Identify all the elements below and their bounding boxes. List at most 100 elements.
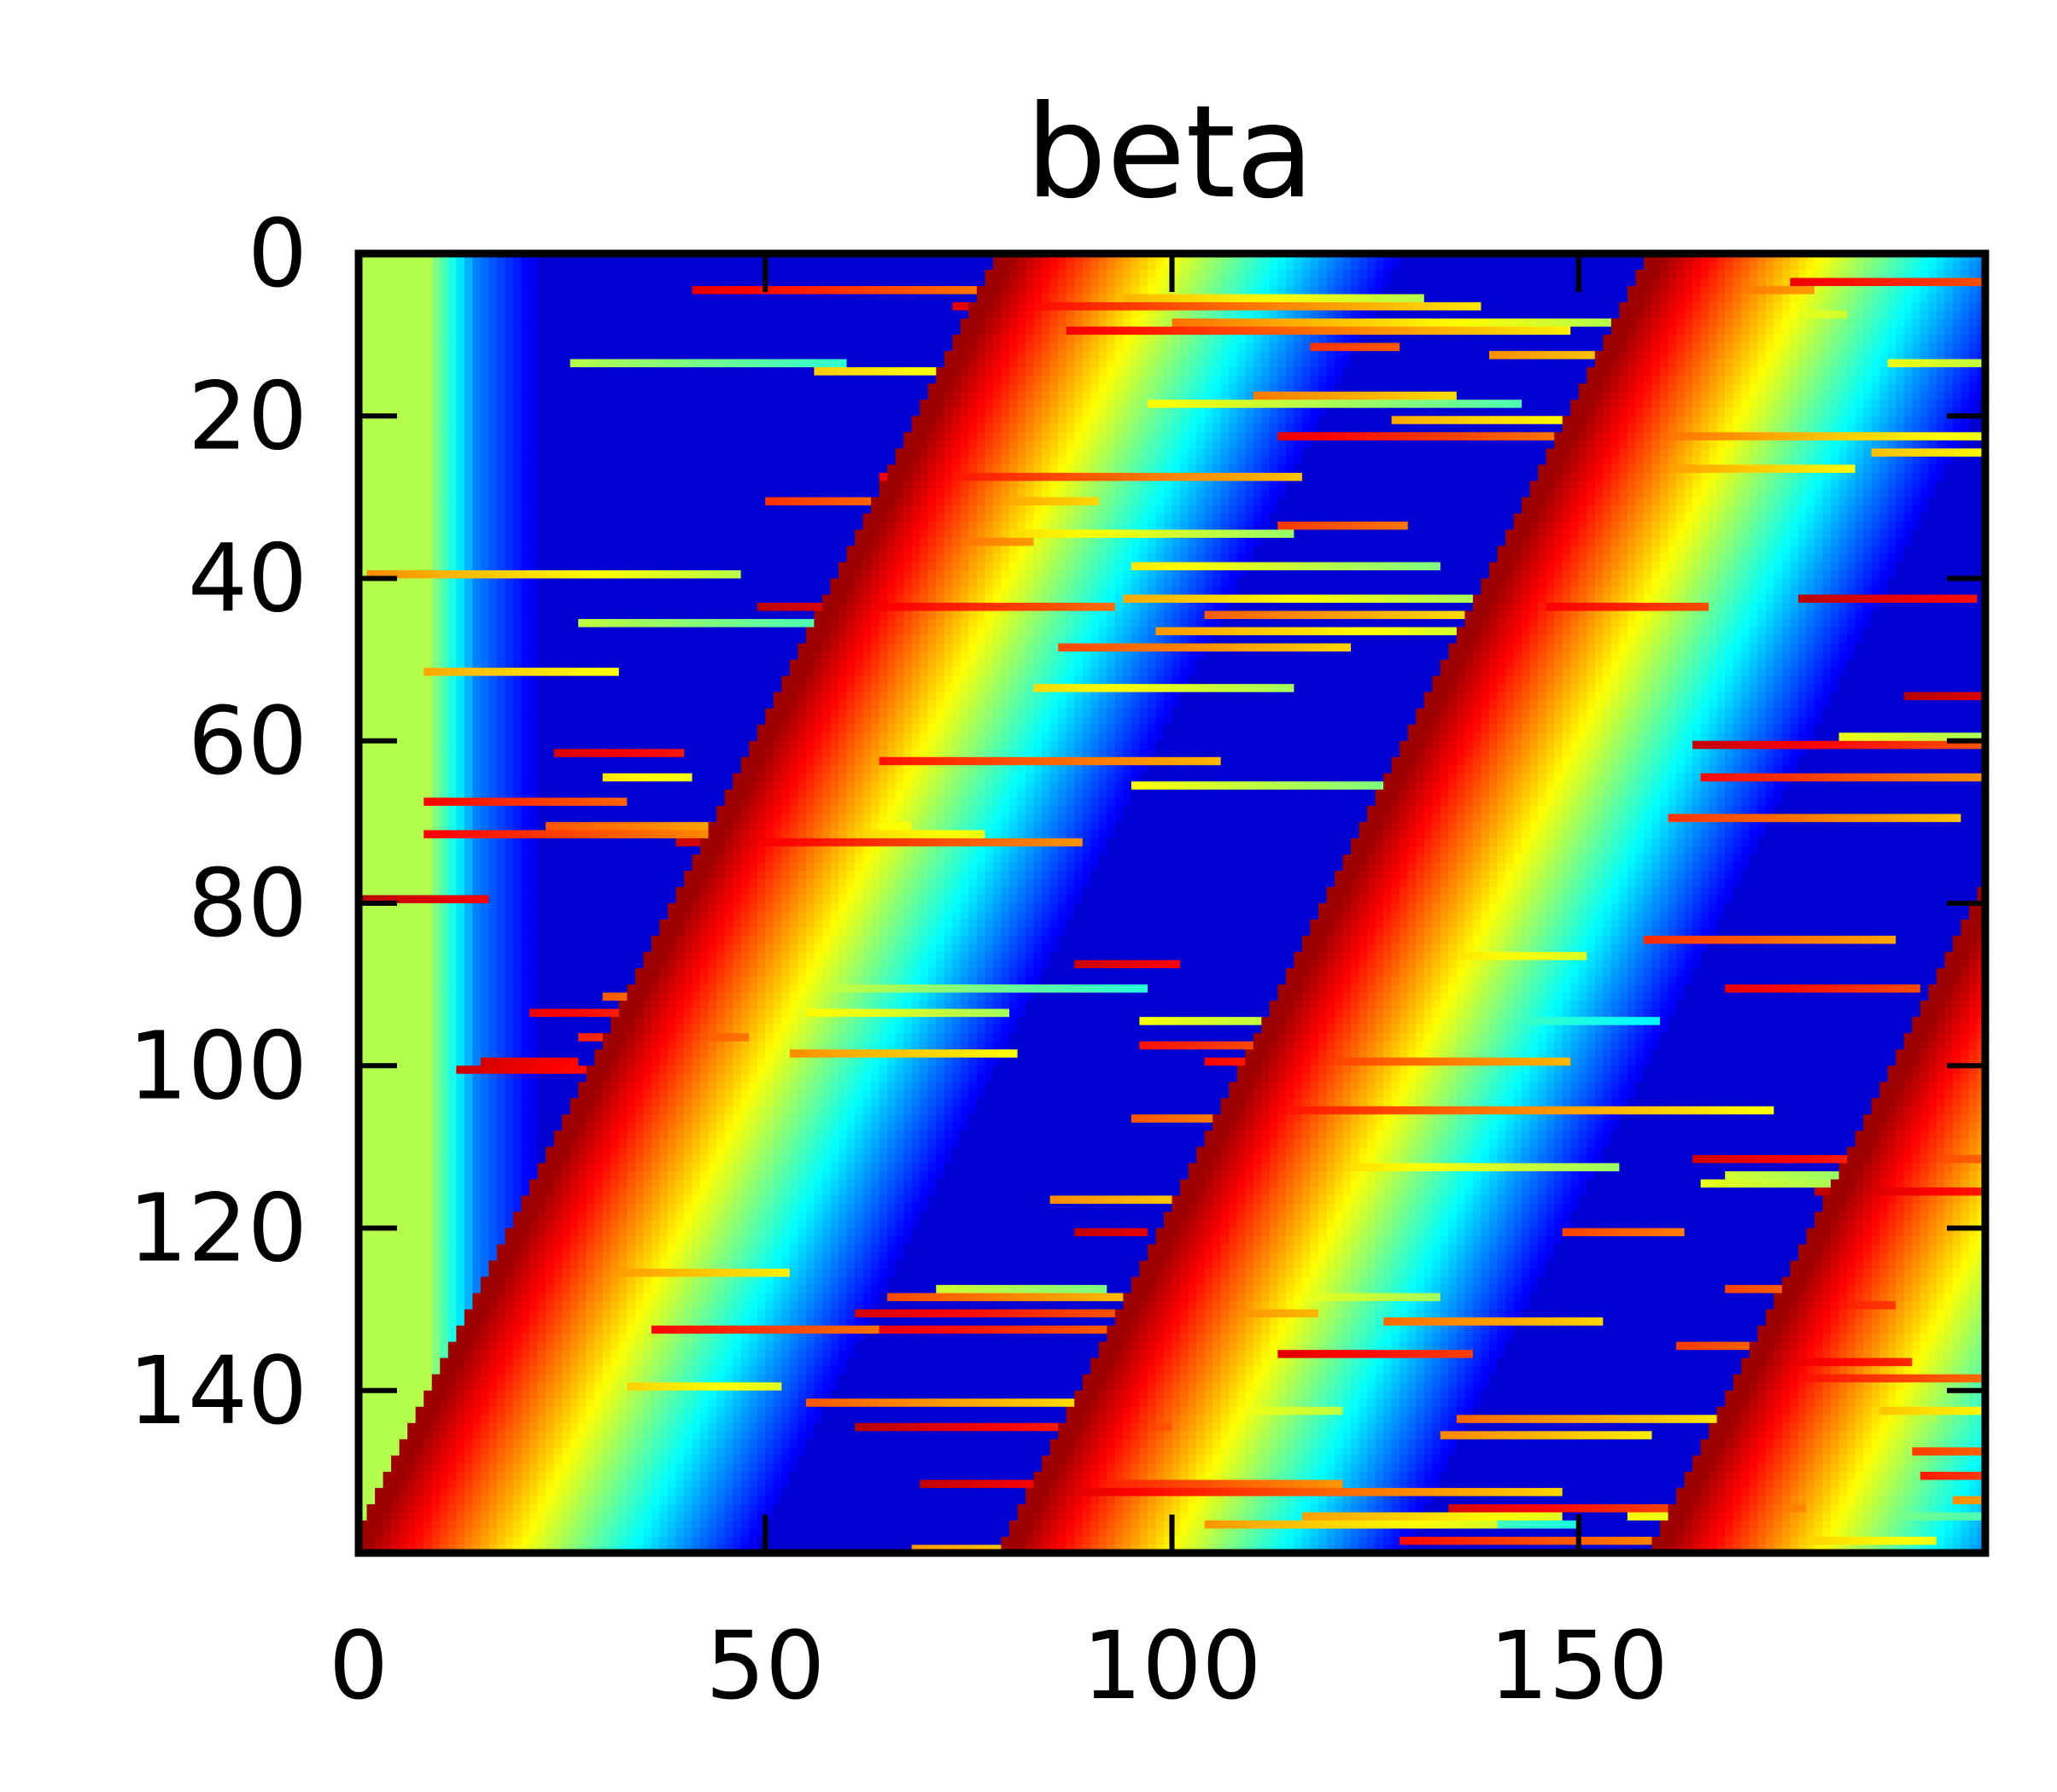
heatmap-cell <box>1904 262 1913 271</box>
heatmap-cell <box>1213 327 1221 336</box>
heatmap-cell <box>1896 351 1904 359</box>
heatmap-cell <box>1685 278 1693 287</box>
heatmap-cell <box>529 302 538 311</box>
heatmap-cell <box>1603 400 1611 408</box>
heatmap-cell <box>1335 400 1343 408</box>
heatmap-cell <box>993 432 1002 441</box>
heatmap-cell <box>1782 376 1791 384</box>
heatmap-cell <box>1912 416 1920 424</box>
heatmap-cell <box>1245 408 1253 417</box>
heatmap-cell <box>1237 432 1246 441</box>
heatmap-cell <box>1920 376 1929 384</box>
heatmap-cell <box>1155 270 1164 278</box>
heatmap-cell <box>1034 286 1043 295</box>
heatmap-cell <box>1904 359 1913 368</box>
heatmap-cell <box>1335 376 1343 384</box>
heatmap-cell <box>1668 286 1677 295</box>
heatmap-cell <box>1904 416 1913 424</box>
heatmap-cell <box>1083 376 1091 384</box>
heatmap-cell <box>1326 311 1335 319</box>
heatmap-cell <box>1351 302 1359 311</box>
heatmap-cell <box>1806 376 1814 384</box>
heatmap-cell <box>1261 270 1270 278</box>
heatmap-cell <box>1115 416 1124 424</box>
heatmap-cell <box>1310 343 1318 352</box>
heatmap-cell <box>1766 408 1774 417</box>
heatmap-cell <box>1514 351 1522 359</box>
heatmap-cell <box>839 359 847 368</box>
heatmap-cell <box>1757 343 1766 352</box>
heatmap-cell <box>1172 432 1181 441</box>
heatmap-cell <box>968 441 977 449</box>
heatmap-cell <box>432 286 441 295</box>
heatmap-cell <box>1814 359 1823 368</box>
heatmap-cell <box>1635 311 1644 319</box>
heatmap-cell <box>1937 262 1945 271</box>
heatmap-cell <box>1888 392 1896 400</box>
heatmap-cell <box>1782 327 1791 336</box>
heatmap-cell <box>936 416 944 424</box>
heatmap-cell <box>1107 335 1115 343</box>
heatmap-cell <box>440 327 448 336</box>
heatmap-cell <box>1872 327 1880 336</box>
heatmap-cell <box>1888 327 1896 336</box>
heatmap-cell <box>505 343 513 352</box>
heatmap-cell <box>1774 262 1782 271</box>
heatmap-cell <box>1376 400 1384 408</box>
heatmap-cell <box>472 286 481 295</box>
heatmap-cell <box>1310 441 1554 449</box>
heatmap-cell <box>1042 367 1050 376</box>
heatmap-cell <box>1644 311 1652 319</box>
heatmap-cell <box>1522 318 1530 327</box>
heatmap-cell <box>1009 400 1018 408</box>
heatmap-cell <box>968 343 977 352</box>
heatmap-cell <box>1261 351 1270 359</box>
heatmap-cell <box>1717 416 1726 424</box>
heatmap-cell <box>1196 278 1205 287</box>
heatmap-cell <box>1066 318 1075 327</box>
heatmap-cell <box>1001 383 1009 392</box>
heatmap-cell <box>432 383 441 392</box>
heatmap-cell <box>1221 376 1230 384</box>
heatmap-cell <box>1050 376 1059 384</box>
heatmap-cell <box>1034 318 1043 327</box>
heatmap-cell <box>465 262 473 271</box>
heatmap-cell <box>1335 311 1343 319</box>
heatmap-cell <box>1855 383 1864 392</box>
heatmap-cell <box>440 278 448 287</box>
heatmap-cell <box>513 424 522 433</box>
heatmap-cell <box>1692 327 1701 336</box>
heatmap-cell <box>920 367 928 376</box>
heatmap-cell <box>1310 367 1318 376</box>
heatmap-cell <box>1766 335 1774 343</box>
heatmap-cell <box>1692 295 1701 303</box>
heatmap-cell <box>1790 424 1798 433</box>
heatmap-cell <box>1270 327 1278 336</box>
heatmap-cell <box>1635 270 1660 278</box>
heatmap-cell <box>1750 302 1758 311</box>
heatmap-cell <box>1823 376 1832 384</box>
heatmap-cell <box>1896 302 1904 311</box>
heatmap-cell <box>1066 278 1075 287</box>
heatmap-cell <box>1896 270 1904 278</box>
heatmap-cell <box>1660 441 1668 449</box>
heatmap-cell <box>1896 327 1904 336</box>
heatmap-cell <box>448 343 457 352</box>
heatmap-cell <box>1416 416 1424 424</box>
heatmap-cell <box>488 295 497 303</box>
heatmap-cell <box>1774 432 1782 441</box>
heatmap-cell <box>1131 318 1140 327</box>
heatmap-cell <box>522 432 530 441</box>
heatmap-cell <box>1189 376 1197 384</box>
heatmap-cell <box>1099 400 1107 408</box>
heatmap-cell <box>847 359 945 368</box>
heatmap-cell <box>1806 262 1814 271</box>
heatmap-cell <box>1083 441 1091 449</box>
heatmap-cell <box>1627 295 1645 303</box>
heatmap-cell <box>1651 327 1660 336</box>
heatmap-cell <box>1790 302 1798 311</box>
heatmap-cell <box>1440 318 1449 327</box>
heatmap-cell <box>1440 416 1449 424</box>
heatmap-cell <box>359 359 432 368</box>
heatmap-cell <box>1172 311 1181 319</box>
